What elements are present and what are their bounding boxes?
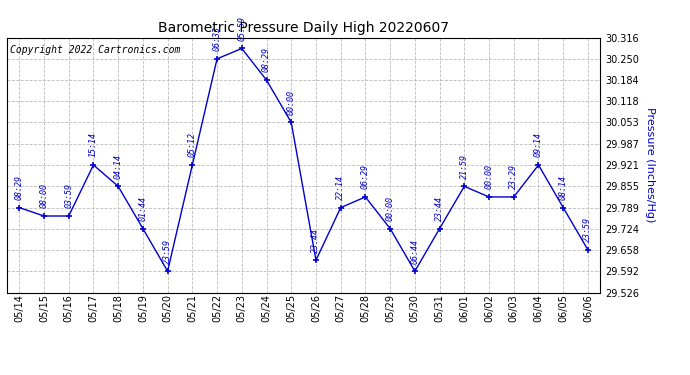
Text: 08:00: 08:00 (39, 183, 48, 209)
Text: 00:00: 00:00 (484, 164, 493, 189)
Text: 22:14: 22:14 (336, 175, 345, 200)
Text: 06:44: 06:44 (411, 238, 420, 264)
Text: 00:00: 00:00 (287, 90, 296, 115)
Text: 00:00: 00:00 (386, 196, 395, 221)
Text: 23:44: 23:44 (435, 196, 444, 221)
Text: 15:14: 15:14 (89, 132, 98, 158)
Text: 23:59: 23:59 (584, 217, 593, 242)
Title: Barometric Pressure Daily High 20220607: Barometric Pressure Daily High 20220607 (158, 21, 449, 35)
Text: 01:44: 01:44 (139, 196, 148, 221)
Text: 06:33: 06:33 (213, 26, 221, 51)
Text: 23:44: 23:44 (311, 228, 320, 253)
Text: 08:29: 08:29 (262, 48, 271, 72)
Text: 03:59: 03:59 (64, 183, 73, 209)
Text: Copyright 2022 Cartronics.com: Copyright 2022 Cartronics.com (10, 45, 180, 55)
Text: 08:29: 08:29 (14, 175, 23, 200)
Text: 05:12: 05:12 (188, 132, 197, 158)
Y-axis label: Pressure (Inches/Hg): Pressure (Inches/Hg) (644, 107, 655, 223)
Text: 08:14: 08:14 (559, 175, 568, 200)
Text: 23:59: 23:59 (163, 238, 172, 264)
Text: 05:59: 05:59 (237, 16, 246, 41)
Text: 04:14: 04:14 (114, 154, 123, 178)
Text: 06:29: 06:29 (361, 164, 370, 189)
Text: 21:59: 21:59 (460, 154, 469, 178)
Text: 09:14: 09:14 (534, 132, 543, 158)
Text: 23:29: 23:29 (509, 164, 518, 189)
